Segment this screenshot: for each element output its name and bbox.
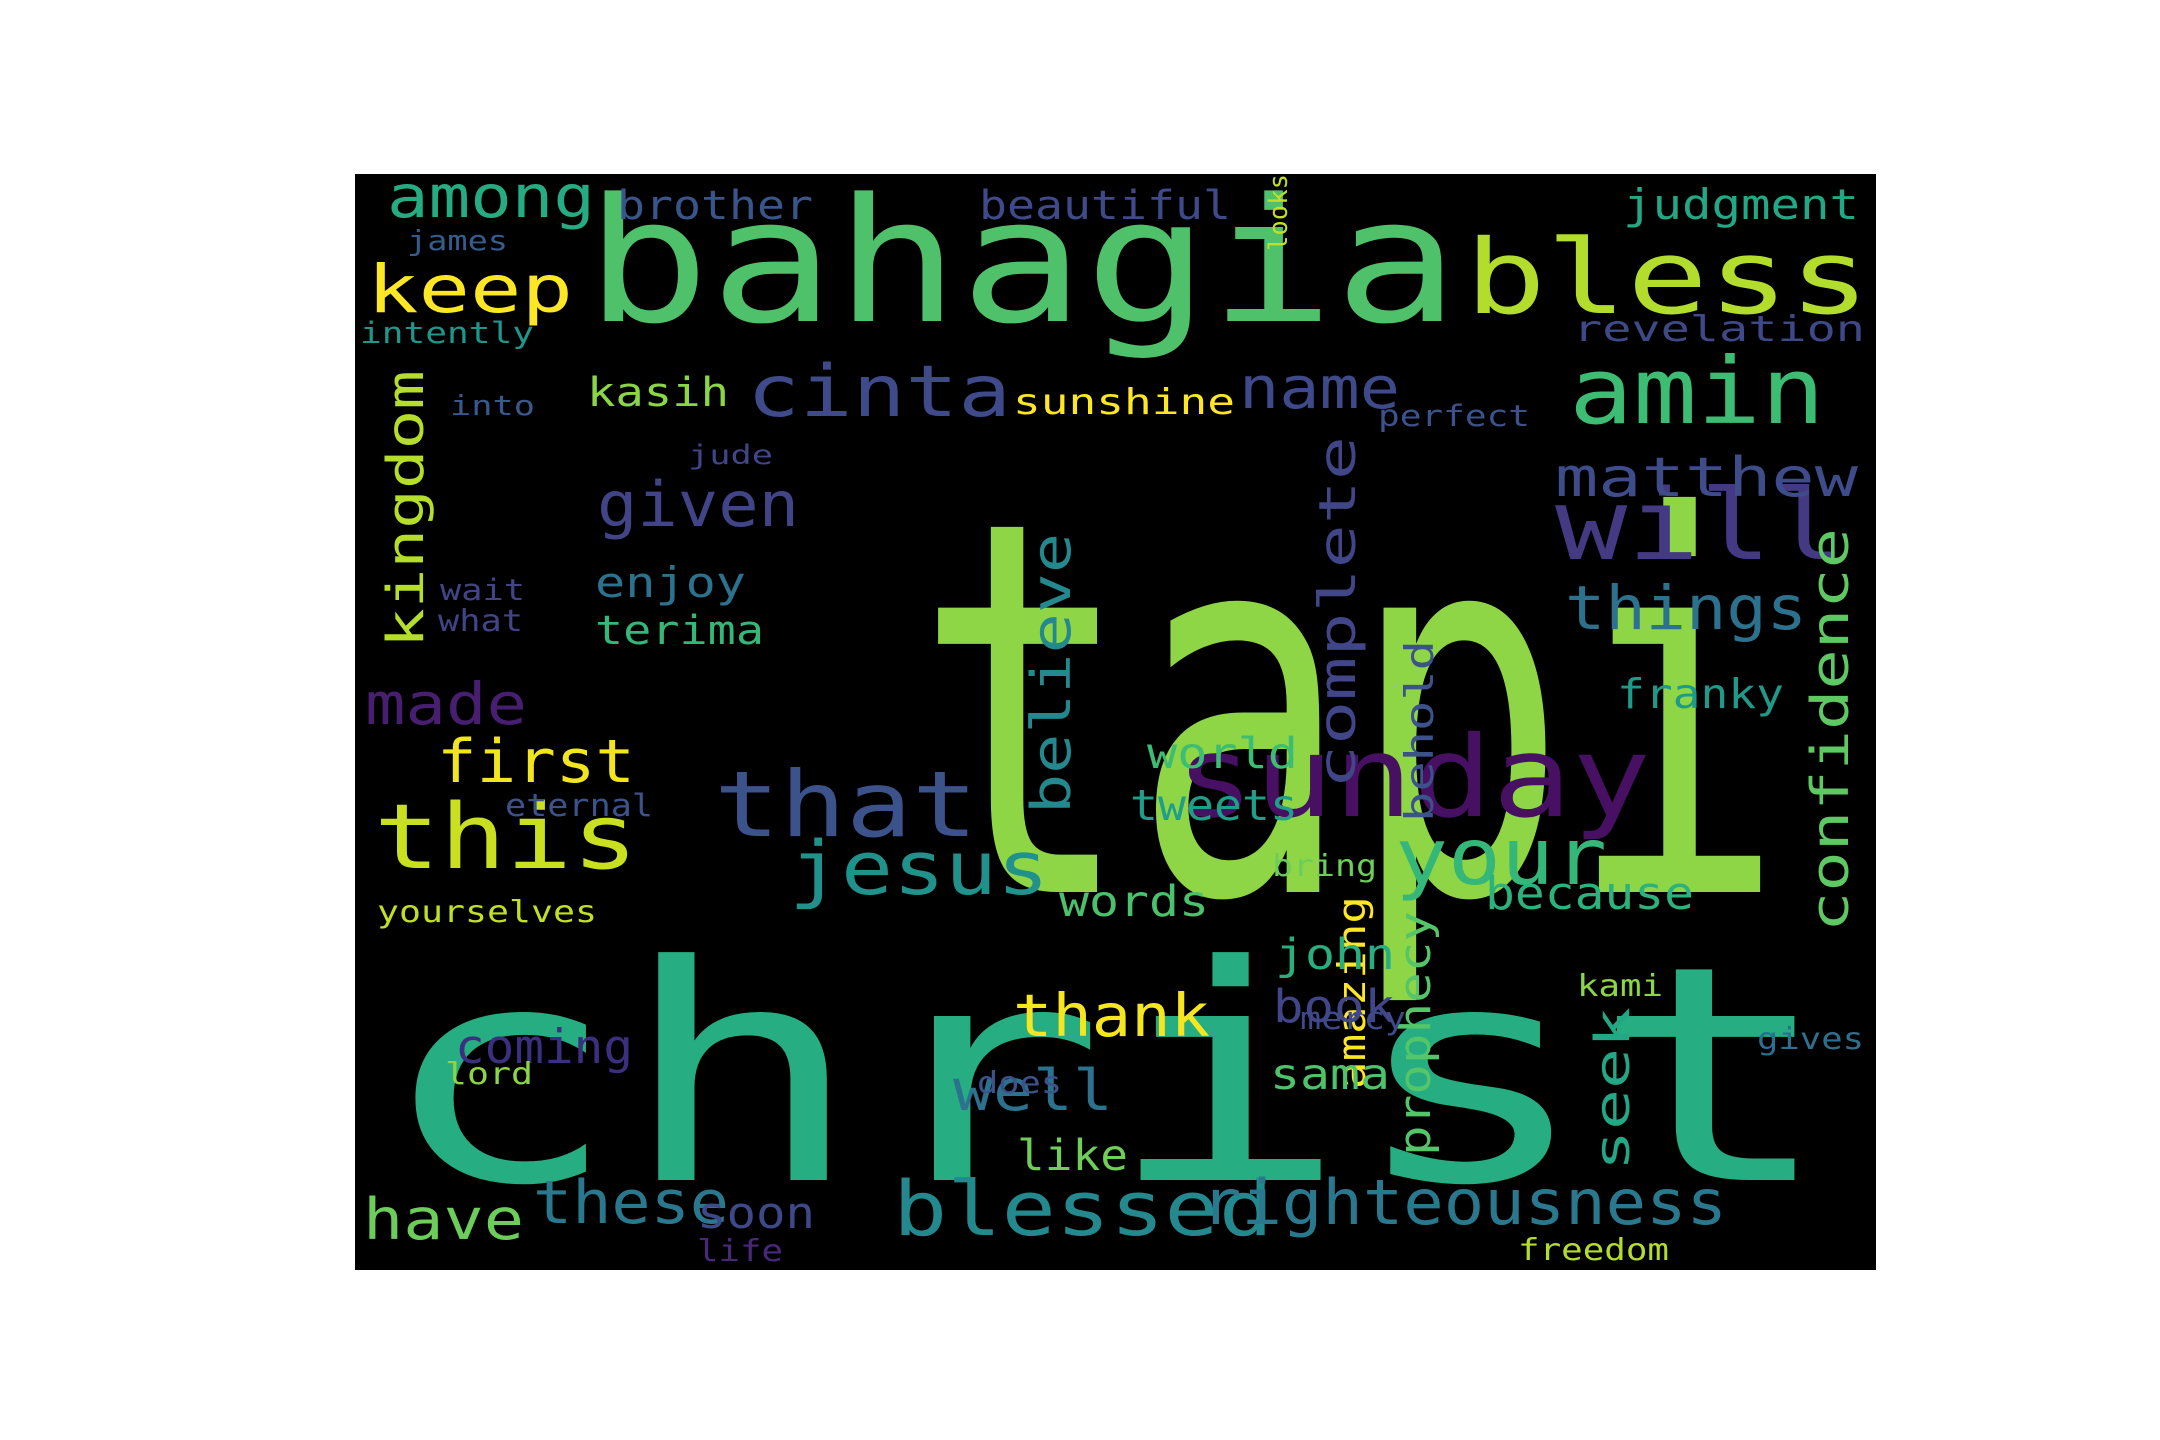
word-revelation: revelation bbox=[1573, 309, 1865, 350]
word-freedom: freedom bbox=[1518, 1233, 1669, 1268]
word-keep: keep bbox=[367, 251, 573, 328]
word-blessed: blessed bbox=[893, 1164, 1273, 1253]
word-what: what bbox=[438, 604, 523, 639]
word-lord: lord bbox=[445, 1057, 533, 1092]
word-well: well bbox=[953, 1058, 1113, 1124]
word-world: world bbox=[1147, 729, 1298, 779]
word-eternal: eternal bbox=[505, 788, 653, 824]
word-confidence: confidence bbox=[1801, 528, 1861, 932]
word-intently: intently bbox=[360, 316, 534, 350]
word-bring: bring bbox=[1272, 849, 1377, 884]
word-book: book bbox=[1273, 980, 1395, 1033]
word-these: these bbox=[533, 1168, 729, 1238]
word-terima: terima bbox=[595, 608, 764, 654]
word-words: words bbox=[1059, 877, 1209, 927]
word-kami: kami bbox=[1577, 969, 1663, 1004]
word-james: james bbox=[407, 224, 508, 257]
word-kasih: kasih bbox=[587, 370, 729, 416]
word-matthew: matthew bbox=[1555, 446, 1859, 509]
word-believe: believe bbox=[1020, 533, 1083, 814]
word-beautiful: beautiful bbox=[979, 183, 1231, 229]
word-because: because bbox=[1485, 867, 1694, 920]
word-christ: christ bbox=[377, 902, 1834, 1251]
word-sama: sama bbox=[1270, 1050, 1390, 1100]
word-life: life bbox=[697, 1234, 783, 1269]
word-wait: wait bbox=[440, 573, 525, 607]
word-prophecy: prophecy bbox=[1390, 911, 1441, 1156]
word-gives: gives bbox=[1757, 1022, 1864, 1057]
word-will: will bbox=[1555, 469, 1844, 583]
word-brother: brother bbox=[617, 183, 813, 229]
word-coming: coming bbox=[455, 1020, 633, 1075]
word-sunday: sunday bbox=[1175, 713, 1651, 843]
word-soon: soon bbox=[697, 1188, 815, 1239]
word-this: this bbox=[374, 785, 638, 890]
word-things: things bbox=[1565, 573, 1807, 644]
word-looks: looks bbox=[1264, 174, 1294, 251]
word-that: that bbox=[714, 753, 978, 858]
word-jude: jude bbox=[688, 440, 773, 471]
word-amin: amin bbox=[1569, 338, 1825, 445]
word-enjoy: enjoy bbox=[595, 558, 746, 607]
word-thank: thank bbox=[1013, 981, 1210, 1050]
word-like: like bbox=[1017, 1131, 1128, 1181]
word-kingdom: kingdom bbox=[377, 370, 436, 648]
word-tweets: tweets bbox=[1130, 781, 1298, 831]
word-sunshine: sunshine bbox=[1013, 382, 1235, 423]
word-name: name bbox=[1239, 354, 1400, 422]
word-first: first bbox=[437, 727, 635, 797]
word-mercy: mercy bbox=[1300, 1001, 1406, 1037]
word-among: among bbox=[387, 174, 595, 231]
word-righteousness: righteousness bbox=[1201, 1166, 1727, 1239]
word-cinta: cinta bbox=[747, 350, 1011, 433]
word-bahagia: bahagia bbox=[585, 174, 1459, 362]
word-john: john bbox=[1275, 930, 1395, 980]
word-made: made bbox=[365, 670, 527, 738]
word-behold: behold bbox=[1398, 640, 1443, 822]
word-bless: bless bbox=[1465, 218, 1870, 338]
word-jesus: jesus bbox=[789, 826, 1049, 912]
word-given: given bbox=[597, 468, 799, 541]
word-complete: complete bbox=[1309, 436, 1368, 789]
word-does: does bbox=[977, 1066, 1062, 1101]
word-tapi: tapi bbox=[915, 409, 1785, 1015]
word-yourselves: yourselves bbox=[377, 895, 597, 930]
word-have: have bbox=[363, 1187, 524, 1253]
word-into: into bbox=[450, 389, 535, 422]
word-perfect: perfect bbox=[1378, 399, 1530, 433]
word-judgment: judgment bbox=[1623, 180, 1859, 229]
word-amazing: amazing bbox=[1330, 896, 1374, 1089]
word-franky: franky bbox=[1617, 670, 1784, 718]
word-seek: seek bbox=[1585, 1007, 1641, 1171]
word-your: your bbox=[1395, 813, 1607, 903]
word-cloud: tapi christ bahagia bless sunday amin will that… bbox=[355, 174, 1876, 1270]
